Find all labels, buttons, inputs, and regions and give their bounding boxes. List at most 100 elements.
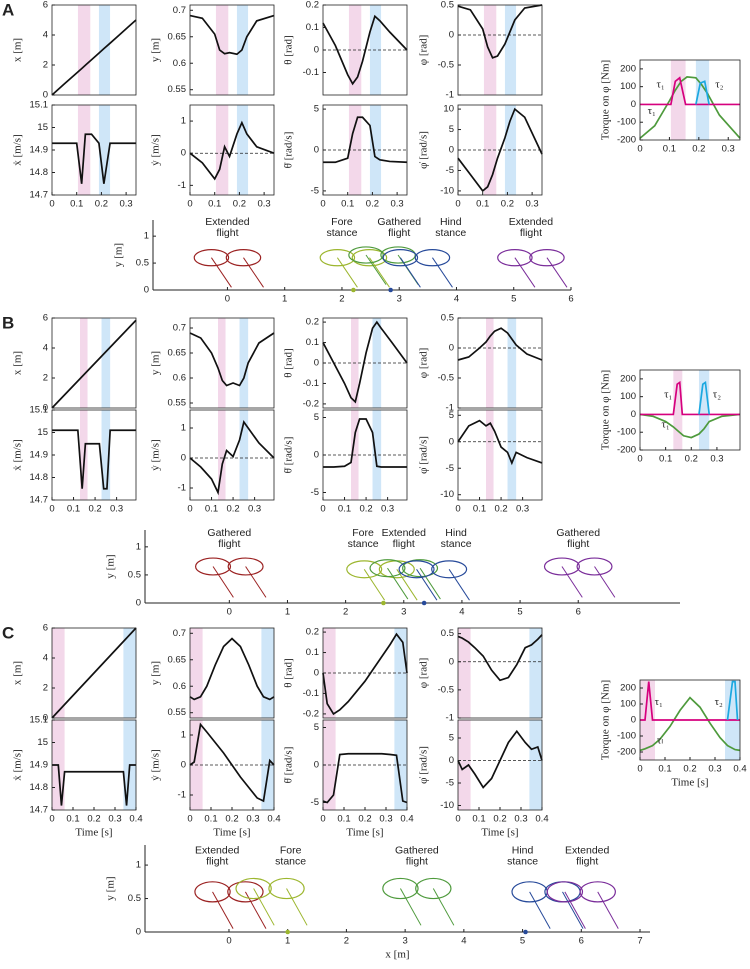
y-tick-label: -5 bbox=[311, 487, 319, 498]
stance-band bbox=[215, 5, 229, 95]
phase-label: flight bbox=[218, 538, 240, 550]
y-axis-label: θ [rad] bbox=[283, 658, 295, 687]
x-tick-label: 0 bbox=[320, 504, 325, 515]
curve bbox=[189, 419, 275, 496]
x-tick-label: 0.2 bbox=[226, 504, 239, 515]
leg bbox=[210, 257, 232, 288]
y-tick-label: 14.8 bbox=[30, 472, 49, 483]
y-axis-label: ẏ [m/s] bbox=[150, 749, 162, 780]
x-tick-label: 0 bbox=[320, 199, 325, 210]
y-tick-label: 2 bbox=[43, 683, 48, 694]
x-tick-label: 0.3 bbox=[120, 199, 133, 210]
y-tick-label: 5 bbox=[449, 124, 454, 135]
stance-band bbox=[504, 5, 517, 95]
x-tick-label: 0.3 bbox=[246, 814, 259, 825]
stance-band bbox=[101, 318, 111, 408]
body bbox=[194, 881, 267, 929]
x-tick-label: 0.2 bbox=[233, 199, 246, 210]
y-tick-label: 0.6 bbox=[173, 373, 186, 384]
y-axis-label: x [m] bbox=[12, 351, 24, 375]
body-segment bbox=[194, 881, 231, 903]
phase-label: Hind bbox=[440, 216, 462, 228]
curve bbox=[640, 681, 740, 721]
stance-band bbox=[529, 720, 542, 810]
x-tick-label: 0.2 bbox=[493, 814, 506, 825]
stance-band bbox=[239, 410, 249, 500]
body bbox=[497, 249, 568, 288]
curve bbox=[457, 729, 543, 789]
curve bbox=[51, 19, 137, 96]
axes-box bbox=[322, 409, 408, 501]
foot-contact bbox=[285, 929, 290, 935]
body-segment bbox=[497, 249, 533, 267]
x-tick-label: 0.3 bbox=[516, 504, 529, 515]
y-tick-label: 0.5 bbox=[128, 893, 141, 904]
body-segment bbox=[227, 881, 264, 903]
axes-box bbox=[322, 317, 408, 409]
curve-label: τ₁ bbox=[662, 419, 670, 431]
y-tick-label: -0.1 bbox=[303, 67, 319, 78]
phase-label: stance bbox=[441, 538, 472, 550]
curve-label: τ₁ bbox=[655, 696, 663, 708]
phase-label: flight bbox=[206, 856, 228, 868]
x-axis-label: x [m] bbox=[385, 949, 409, 961]
x-axis-label: Time [s] bbox=[213, 827, 250, 839]
y-tick-label: 6 bbox=[43, 313, 48, 324]
x-tick-label: 4 bbox=[461, 936, 466, 947]
leg bbox=[336, 257, 358, 288]
x-tick-label: 0.3 bbox=[708, 764, 721, 775]
curve bbox=[457, 634, 543, 682]
curve bbox=[695, 80, 710, 105]
x-tick-label: 0.3 bbox=[110, 504, 123, 515]
foot-contact bbox=[381, 600, 386, 606]
x-tick-label: 0.2 bbox=[358, 814, 371, 825]
axes-box bbox=[322, 627, 408, 719]
leg bbox=[399, 888, 422, 926]
y-axis-label: θ [rad] bbox=[283, 348, 295, 377]
y-tick-label: 15 bbox=[37, 427, 48, 438]
y-tick-label: -0.2 bbox=[303, 398, 319, 409]
y-tick-label: -1 bbox=[178, 483, 186, 494]
phase-label: Hind bbox=[512, 845, 534, 857]
x-tick-label: 4 bbox=[454, 294, 459, 305]
y-tick-label: -10 bbox=[440, 185, 454, 196]
body-segment bbox=[402, 559, 439, 578]
x-tick-label: 2 bbox=[343, 607, 348, 618]
y-tick-label: 0 bbox=[314, 760, 319, 771]
y-tick-label: -100 bbox=[617, 731, 636, 742]
body bbox=[319, 249, 390, 288]
leg bbox=[286, 888, 308, 926]
body bbox=[543, 557, 616, 598]
body bbox=[382, 249, 453, 288]
y-axis-label: Torque on φ [Nm] bbox=[600, 680, 612, 760]
x-tick-label: 0.1 bbox=[67, 504, 80, 515]
x-tick-label: 0.2 bbox=[683, 764, 696, 775]
y-tick-label: 0.55 bbox=[168, 398, 187, 409]
axes-box bbox=[457, 409, 543, 501]
y-axis-label: φ [rad] bbox=[418, 348, 430, 378]
y-tick-label: 0.1 bbox=[306, 647, 319, 658]
y-tick-label: -0.5 bbox=[438, 60, 454, 71]
body-segment bbox=[546, 881, 584, 903]
body-segment bbox=[235, 877, 272, 900]
x-tick-label: 2 bbox=[339, 294, 344, 305]
x-tick-label: 0.3 bbox=[381, 504, 394, 515]
x-tick-label: 0.1 bbox=[658, 764, 671, 775]
y-tick-label: 0 bbox=[449, 436, 454, 447]
x-tick-label: 0 bbox=[49, 199, 54, 210]
axes-box bbox=[189, 719, 275, 811]
stance-band bbox=[670, 60, 686, 140]
y-tick-label: 1 bbox=[181, 423, 186, 434]
y-tick-label: 15 bbox=[37, 122, 48, 133]
y-tick-label: 0.65 bbox=[168, 654, 187, 665]
curve bbox=[639, 413, 741, 439]
y-tick-label: -10 bbox=[440, 800, 454, 811]
x-tick-label: 1 bbox=[285, 936, 290, 947]
x-tick-label: 0 bbox=[455, 504, 460, 515]
x-tick-label: 0.2 bbox=[685, 454, 698, 465]
curve bbox=[323, 418, 407, 468]
body-segment bbox=[227, 557, 264, 576]
y-tick-label: 1 bbox=[181, 116, 186, 127]
axes-box bbox=[322, 4, 408, 96]
phase-label: stance bbox=[435, 227, 466, 239]
